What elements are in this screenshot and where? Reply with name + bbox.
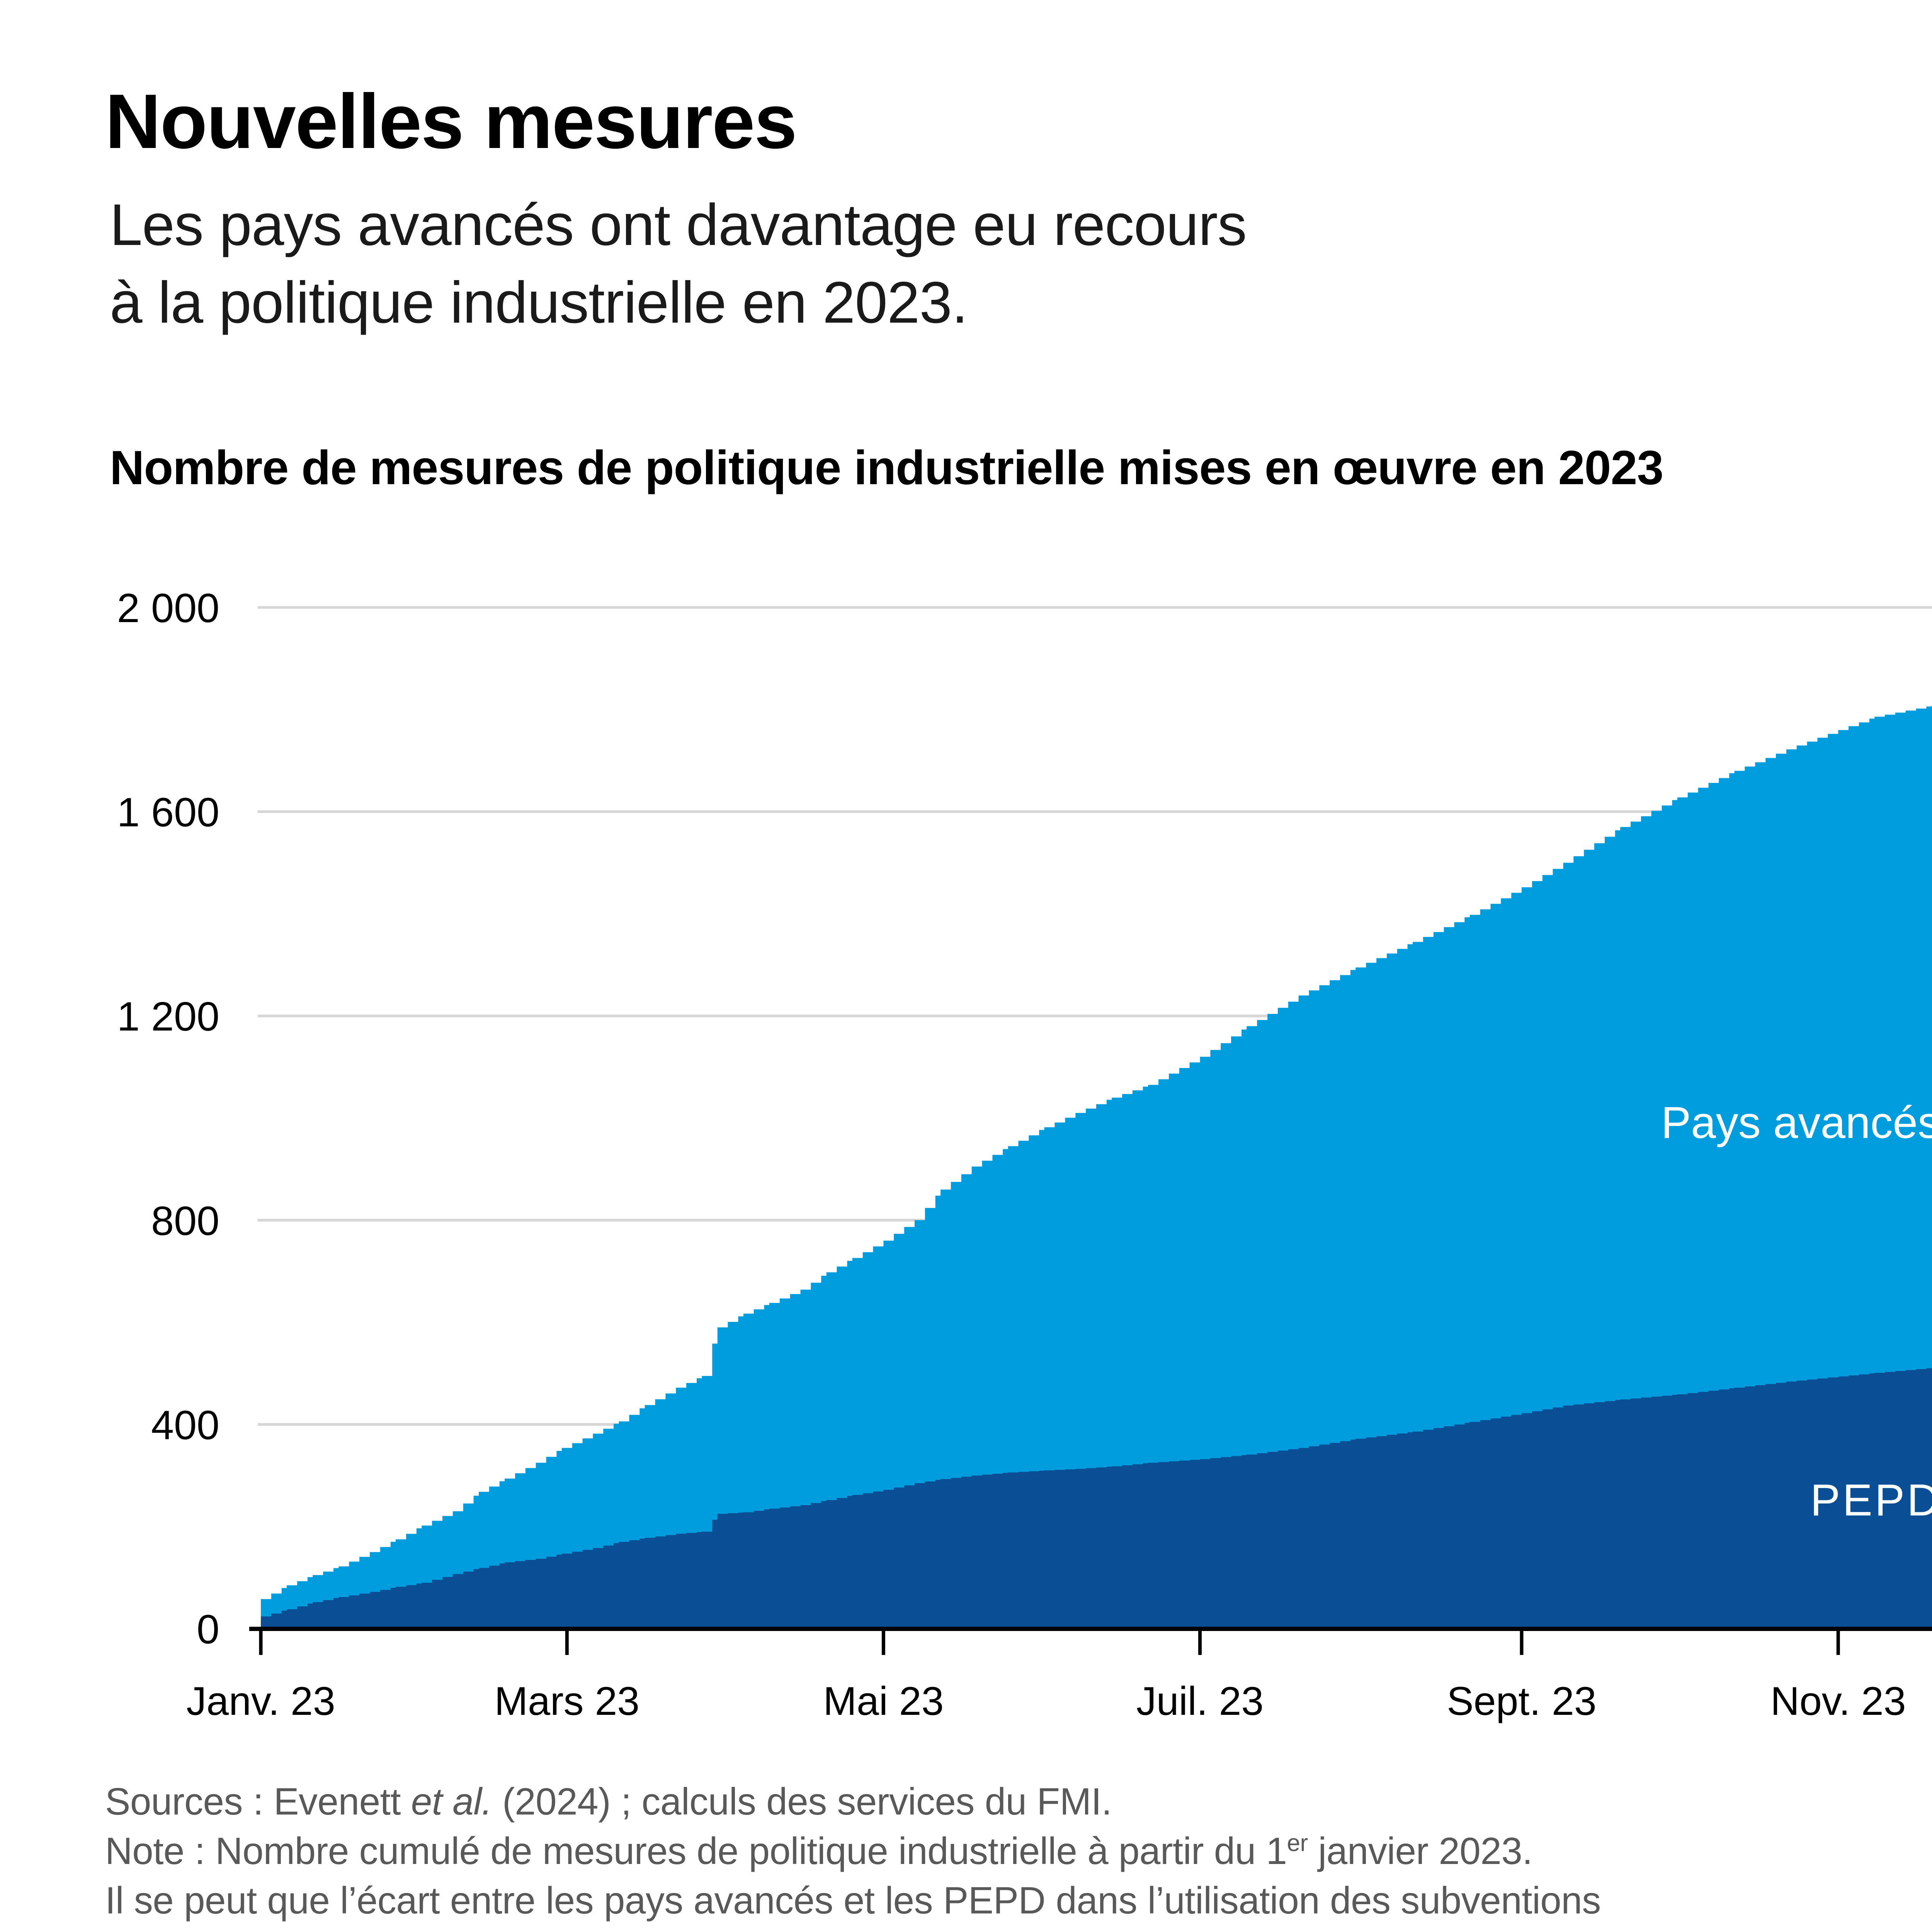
note1-suffix: janvier 2023.: [1308, 1830, 1533, 1872]
y-tick-label-400: 400: [151, 1402, 219, 1448]
y-tick-label-800: 800: [151, 1198, 219, 1244]
stacked-area-chart: Janv. 23 Mars 23 Mai 23 Juil. 23 Sept. 23 Nov…: [117, 585, 1932, 1724]
note1-prefix: Note : Nombre cumulé de mesures de polit…: [105, 1830, 1287, 1872]
sources-prefix: Sources : Evenett: [105, 1780, 411, 1823]
subtitle-line-1: Les pays avancés ont davantage eu recour…: [110, 192, 1247, 258]
x-axis-line: [249, 1627, 1932, 1631]
gridline-1600: [258, 810, 1932, 813]
x-tick-Mai 23: [881, 1629, 885, 1655]
x-axis-ticks: [259, 1629, 1840, 1655]
y-tick-label-1600: 1 600: [117, 790, 219, 835]
x-tick-label-Mars 23: Mars 23: [494, 1679, 639, 1724]
x-axis-labels: Janv. 23 Mars 23 Mai 23 Juil. 23 Sept. 23 Nov…: [186, 1679, 1906, 1724]
x-tick-Janv. 23: [259, 1629, 263, 1655]
sources-etal: et al.: [411, 1780, 492, 1823]
series-label-pepd: PEPD: [1810, 1475, 1932, 1525]
x-tick-Mars 23: [565, 1629, 569, 1655]
x-tick-Sept. 23: [1520, 1629, 1524, 1655]
series-label-pays-avances: Pays avancés: [1661, 1097, 1932, 1148]
footnote-note-1: Note : Nombre cumulé de mesures de polit…: [105, 1826, 1601, 1876]
sources-suffix: (2024) ; calculs des services du FMI.: [492, 1780, 1112, 1823]
area-pepd: [261, 1367, 1932, 1629]
y-axis-labels: 2 000 1 600 1 200 800 400 0: [117, 585, 219, 1652]
y-tick-label-0: 0: [197, 1607, 219, 1652]
note1-superscript: er: [1287, 1830, 1308, 1857]
gridline-1200: [258, 1014, 1932, 1017]
subtitle-line-2: à la politique industrielle en 2023.: [110, 269, 968, 335]
x-tick-label-Nov. 23: Nov. 23: [1770, 1679, 1906, 1724]
y-tick-label-2000: 2 000: [117, 585, 219, 631]
x-tick-label-Janv. 23: Janv. 23: [186, 1679, 335, 1724]
x-tick-label-Juil. 23: Juil. 23: [1136, 1679, 1264, 1724]
chart-heading: Nombre de mesures de politique industrie…: [110, 441, 1663, 495]
page-title: Nouvelles mesures: [105, 78, 797, 165]
page-subtitle: Les pays avancés ont davantage eu recour…: [110, 186, 1247, 341]
area-pays-avances: [261, 705, 1932, 1629]
footnotes: Sources : Evenett et al. (2024) ; calcul…: [105, 1777, 1601, 1932]
y-tick-label-1200: 1 200: [117, 994, 219, 1039]
footnote-note-3: se résorbe avec le temps, les seconds ay…: [105, 1925, 1601, 1932]
x-tick-label-Mai 23: Mai 23: [823, 1679, 944, 1724]
x-tick-Nov. 23: [1836, 1629, 1840, 1655]
x-tick-label-Sept. 23: Sept. 23: [1447, 1679, 1596, 1724]
footnote-sources: Sources : Evenett et al. (2024) ; calcul…: [105, 1777, 1601, 1826]
gridline-2000: [258, 606, 1932, 609]
footnote-note-2: Il se peut que l’écart entre les pays av…: [105, 1879, 1601, 1922]
x-tick-Juil. 23: [1198, 1629, 1202, 1655]
